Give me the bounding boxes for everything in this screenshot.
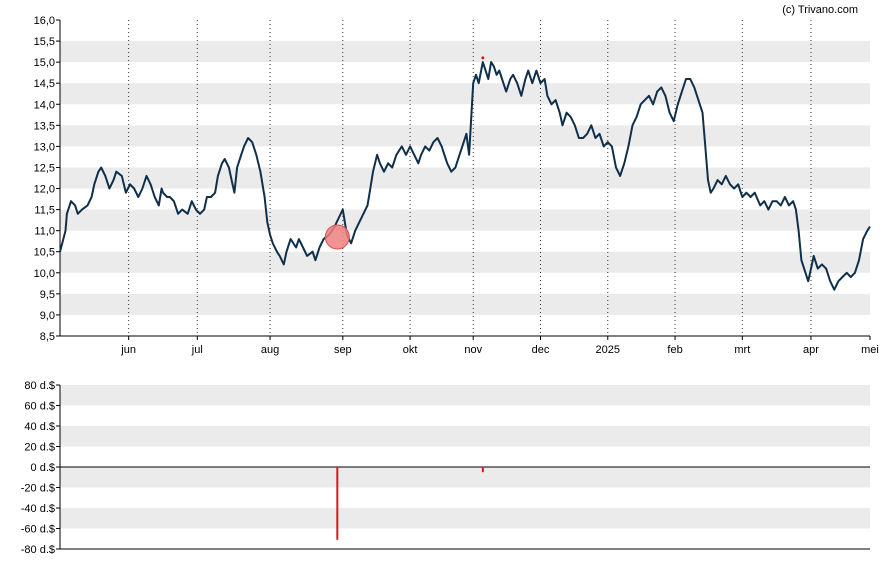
price-chart-bands [60, 41, 870, 315]
price-y-tick-label: 16,0 [34, 15, 55, 27]
price-band [60, 251, 870, 273]
volume-y-tick-label: -40 d.$ [21, 503, 55, 515]
volume-y-tick-label: 60 d.$ [24, 401, 55, 413]
price-y-tick-label: 11,5 [34, 205, 55, 217]
price-band [60, 167, 870, 189]
price-series-line [59, 61, 871, 291]
price-x-tick-label: aug [261, 344, 279, 356]
volume-bar [481, 467, 484, 473]
volume-chart-y-ticks: 80 d.$ 60 d.$ 40 d.$ 20 d.$ 0 d.$ -20 d.$ -40 … [21, 380, 60, 556]
price-y-tick-label: 14,5 [34, 78, 55, 90]
price-y-tick-label: 12,5 [34, 162, 55, 174]
volume-band [60, 426, 870, 447]
price-band [60, 41, 870, 63]
volume-bar [336, 467, 339, 540]
price-x-tick-label: sep [334, 344, 352, 356]
volume-y-tick-label: -20 d.$ [21, 483, 55, 495]
price-y-tick-label: 10,5 [34, 247, 55, 259]
price-x-tick-label: jul [191, 344, 203, 356]
price-y-tick-label: 14,0 [34, 99, 55, 111]
price-y-tick-label: 11,0 [34, 226, 55, 238]
price-band [60, 293, 870, 315]
price-x-tick-label: feb [667, 344, 682, 356]
volume-y-tick-label: 0 d.$ [31, 462, 55, 474]
price-x-tick-label: mrt [734, 344, 750, 356]
price-chart-x-ticks: jun jul aug sep okt nov dec 2025 feb mrt apr mei [120, 336, 879, 356]
volume-chart-bars [336, 467, 484, 540]
volume-y-tick-label: 40 d.$ [24, 421, 55, 433]
price-y-tick-label: 9,0 [40, 310, 55, 322]
volume-band [60, 467, 870, 488]
price-band [60, 209, 870, 231]
volume-chart-bands [60, 385, 870, 529]
price-x-tick-label: mei [861, 344, 879, 356]
volume-y-tick-label: 20 d.$ [24, 442, 55, 454]
price-y-tick-label: 13,5 [34, 120, 55, 132]
price-x-tick-label: okt [403, 344, 418, 356]
volume-y-tick-label: -60 d.$ [21, 524, 55, 536]
price-y-tick-label: 8,5 [40, 331, 55, 343]
price-y-tick-label: 12,0 [34, 184, 55, 196]
price-chart-markers [324, 56, 485, 250]
volume-y-tick-label: 80 d.$ [24, 380, 55, 392]
highlight-marker [324, 224, 350, 250]
volume-y-tick-label: -80 d.$ [21, 544, 55, 556]
price-chart-y-ticks: 8,5 9,0 9,5 10,0 10,5 11,0 11,5 12,0 12,5 13,0 13,… [34, 15, 60, 343]
volume-band [60, 508, 870, 529]
price-y-tick-label: 15,0 [34, 57, 55, 69]
price-y-tick-label: 13,0 [34, 141, 55, 153]
price-x-tick-label: jun [120, 344, 136, 356]
dot-marker [481, 56, 485, 60]
price-band [60, 83, 870, 105]
price-y-tick-label: 9,5 [40, 289, 55, 301]
price-y-tick-label: 15,5 [34, 36, 55, 48]
price-x-tick-label: apr [803, 344, 819, 356]
price-x-tick-label: nov [464, 344, 482, 356]
price-y-tick-label: 10,0 [34, 268, 55, 280]
price-x-tick-label: dec [532, 344, 550, 356]
volume-band [60, 385, 870, 406]
credit-label: (c) Trivano.com [782, 4, 858, 16]
price-x-tick-label: 2025 [596, 344, 620, 356]
price-chart-gridlines [128, 20, 812, 336]
